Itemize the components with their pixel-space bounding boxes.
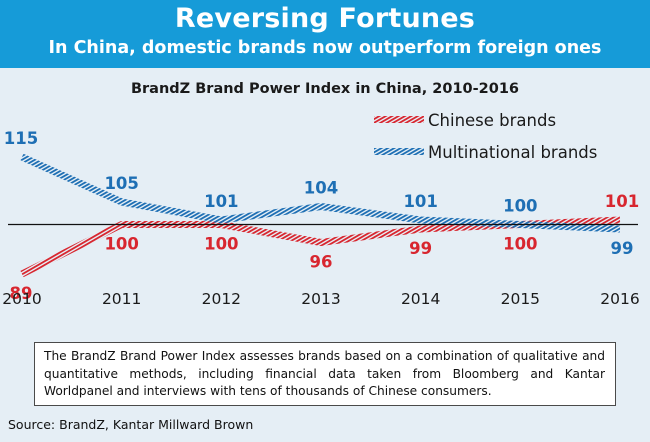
- x-tick-2014: 2014: [401, 290, 440, 308]
- chinese-brands-label-2013: 96: [310, 253, 333, 272]
- chinese-brands-label-2011: 100: [104, 235, 138, 254]
- line-chart: BrandZ Brand Power Index in China, 2010-…: [2, 81, 639, 308]
- page-subtitle: In China, domestic brands now outperform…: [48, 38, 602, 58]
- multinational-brands-label-2016: 99: [611, 239, 634, 258]
- multinational-brands-label-2011: 105: [104, 174, 138, 193]
- x-tick-2011: 2011: [102, 290, 141, 308]
- chinese-brands-label-2016: 101: [605, 192, 639, 211]
- legend-swatch-chinese-brands: [374, 116, 424, 123]
- multinational-brands-label-2013: 104: [304, 179, 338, 198]
- chart-legend: Chinese brands Multinational brands: [374, 111, 597, 162]
- x-tick-2010: 2010: [2, 290, 41, 308]
- multinational-brands-label-2012: 101: [204, 192, 238, 211]
- chinese-brands-label-2015: 100: [503, 235, 537, 254]
- page-title: Reversing Fortunes: [174, 3, 476, 34]
- chart-title: BrandZ Brand Power Index in China, 2010-…: [131, 81, 519, 97]
- methodology-note: The BrandZ Brand Power Index assesses br…: [34, 342, 616, 406]
- source-credit: Source: BrandZ, Kantar Millward Brown: [8, 417, 254, 432]
- x-tick-2015: 2015: [501, 290, 540, 308]
- chinese-brands-label-2012: 100: [204, 235, 238, 254]
- chinese-brands-label-2010: 89: [10, 284, 33, 303]
- legend-label-multinational-brands: Multinational brands: [428, 143, 597, 162]
- multinational-brands-label-2010: 115: [4, 129, 38, 148]
- x-tick-2012: 2012: [202, 290, 241, 308]
- multinational-brands-label-2014: 101: [403, 192, 437, 211]
- x-tick-2013: 2013: [301, 290, 340, 308]
- legend-swatch-multinational-brands: [374, 148, 424, 155]
- header-banner: Reversing Fortunes In China, domestic br…: [0, 0, 650, 68]
- x-tick-2016: 2016: [600, 290, 639, 308]
- multinational-brands-label-2015: 100: [503, 197, 537, 216]
- chinese-brands-label-2014: 99: [409, 239, 432, 258]
- legend-label-chinese-brands: Chinese brands: [428, 111, 556, 130]
